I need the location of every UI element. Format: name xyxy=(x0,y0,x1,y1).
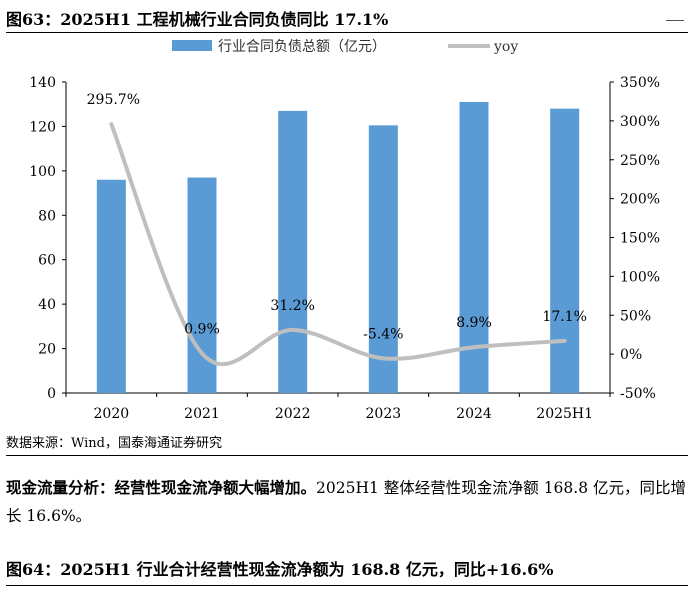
source-note: 数据来源：Wind，国泰海通证券研究 xyxy=(6,436,222,451)
yoy-data-label: 31.2% xyxy=(270,298,314,314)
next-title-rule xyxy=(6,585,688,586)
yoy-data-label: 17.1% xyxy=(542,309,586,325)
right-tick-label: 100% xyxy=(620,269,660,285)
paragraph-body: 2025H1 整体经营性现金流净额 168.8 亿元，同比增长 16.6%。 xyxy=(6,479,686,525)
yoy-data-label: -5.4% xyxy=(363,326,403,342)
bar-contract-liabilities xyxy=(550,108,580,394)
figure-title: 图63：2025H1 工程机械行业合同负债同比 17.1% xyxy=(6,10,389,29)
next-figure-title: 图64：2025H1 行业合计经营性现金流净额为 168.8 亿元，同比+16.… xyxy=(6,560,554,579)
right-tick-label: 350% xyxy=(620,75,660,91)
left-tick-label: 140 xyxy=(29,75,56,91)
right-tick-label: -50% xyxy=(620,386,656,402)
left-tick-label: 100 xyxy=(29,164,56,180)
x-tick-label: 2021 xyxy=(184,406,220,422)
x-tick-label: 2020 xyxy=(94,406,130,422)
right-tick-label: 0% xyxy=(620,347,642,363)
bar-contract-liabilities xyxy=(278,110,308,393)
header-dash xyxy=(666,20,684,21)
x-tick-label: 2022 xyxy=(275,406,311,422)
analysis-paragraph: 现金流量分析：经营性现金流净额大幅增加。2025H1 整体经营性现金流净额 16… xyxy=(6,474,688,530)
yoy-data-label: 8.9% xyxy=(456,315,492,331)
legend-bar-label: 行业合同负债总额（亿元） xyxy=(218,39,386,55)
contract-liabilities-chart: 0 20 40 60 80 100 120 140 -50% 0% 50% 100% 150% 200% 2… xyxy=(29,39,660,422)
source-rule xyxy=(6,455,688,456)
right-tick-label: 250% xyxy=(620,153,660,169)
legend-bar-swatch xyxy=(172,40,212,51)
legend-line-label: yoy xyxy=(493,39,518,55)
bar-contract-liabilities xyxy=(187,177,217,393)
title-rule xyxy=(6,32,688,33)
right-tick-label: 50% xyxy=(620,308,651,324)
right-tick-label: 200% xyxy=(620,192,660,208)
right-tick-label: 300% xyxy=(620,114,660,130)
left-tick-label: 80 xyxy=(38,208,56,224)
left-tick-label: 20 xyxy=(38,342,56,358)
yoy-data-label: 295.7% xyxy=(87,92,140,108)
bar-contract-liabilities xyxy=(96,179,126,393)
left-tick-label: 40 xyxy=(38,297,56,313)
yoy-data-label: 0.9% xyxy=(184,321,220,337)
bar-contract-liabilities xyxy=(368,125,398,393)
left-tick-label: 60 xyxy=(38,253,56,269)
paragraph-lead: 现金流量分析：经营性现金流净额大幅增加。 xyxy=(6,478,317,497)
right-tick-label: 150% xyxy=(620,231,660,247)
left-tick-label: 120 xyxy=(29,119,56,135)
yoy-line xyxy=(109,122,567,367)
x-tick-label: 2023 xyxy=(366,406,402,422)
x-tick-label: 2025H1 xyxy=(536,406,593,422)
left-tick-label: 0 xyxy=(47,386,56,402)
x-tick-label: 2024 xyxy=(456,406,492,422)
